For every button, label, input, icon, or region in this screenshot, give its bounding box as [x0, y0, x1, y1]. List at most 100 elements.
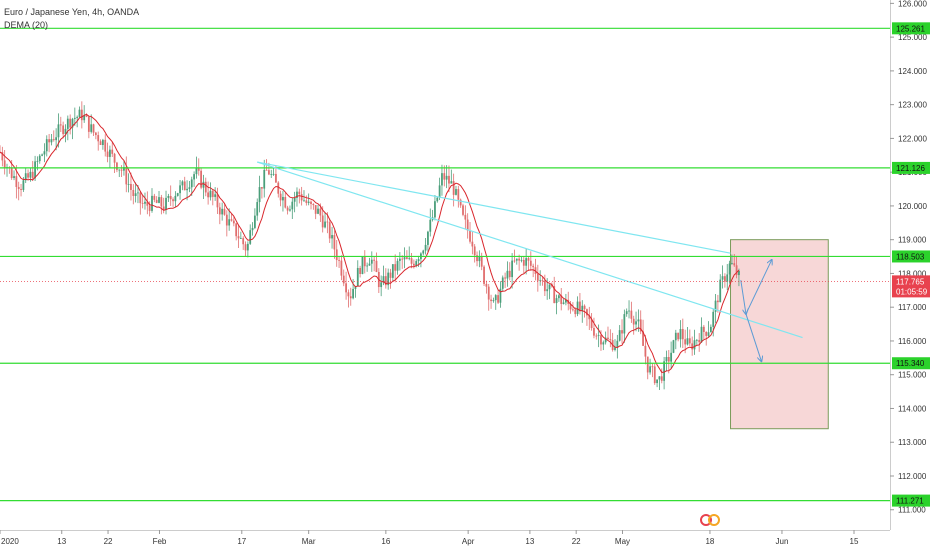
candle [13, 170, 15, 181]
candle-body [469, 230, 471, 242]
candle-body [441, 173, 443, 186]
candle-body [543, 280, 546, 292]
candle-body [724, 276, 726, 282]
trend-line [257, 161, 731, 254]
candle-body [118, 169, 121, 171]
candle-body [275, 173, 277, 183]
level-tag [892, 250, 930, 263]
price-tick-label: 113.000 [898, 438, 927, 447]
candle-body [312, 203, 315, 206]
candle-body [244, 244, 247, 251]
candle-body [492, 300, 495, 302]
candle-body [735, 265, 738, 276]
candle-body [618, 330, 621, 341]
indicator-label[interactable]: DEMA (20) [4, 20, 49, 30]
candle [686, 326, 689, 346]
candle-body [87, 116, 90, 132]
candle-body [277, 182, 280, 194]
candle-body [130, 183, 132, 190]
time-axis[interactable]: 2020 13 22 Feb 17 Mar 16 Apr 13 22 May 18 Jun 15 [0, 530, 932, 550]
candle-body [480, 256, 483, 267]
candle-body [221, 208, 224, 215]
candle-body [670, 352, 673, 362]
candle-body [300, 194, 303, 201]
candle-body [656, 379, 658, 384]
candle-body [284, 196, 287, 208]
level-tag [892, 494, 930, 507]
candle [370, 251, 373, 272]
candle-body [242, 238, 245, 245]
candle [31, 160, 34, 182]
candle [90, 114, 93, 134]
candle-body [679, 329, 682, 340]
candle-body [45, 139, 48, 152]
candle [663, 356, 666, 390]
candle [522, 256, 525, 274]
candle-body [183, 181, 186, 191]
candle-body [518, 258, 521, 261]
candle-body [13, 176, 15, 179]
price-axis[interactable]: 126.000125.000124.000123.000122.000121.0… [890, 0, 932, 550]
projection-arrow [740, 280, 746, 314]
candle [333, 230, 336, 259]
candle-body [228, 219, 231, 226]
candle [118, 169, 121, 178]
candle [1, 146, 4, 167]
candle [735, 255, 738, 279]
candle-body [279, 193, 282, 201]
candle [328, 218, 331, 243]
candle-body [436, 197, 439, 202]
candle [50, 133, 53, 146]
candle [702, 324, 705, 340]
candle [113, 152, 116, 174]
candle [438, 177, 441, 201]
candle-body [417, 259, 420, 262]
candle-body [557, 295, 560, 299]
candle-body [450, 181, 453, 184]
candle-body [69, 118, 72, 128]
candle-body [553, 286, 556, 304]
candle [125, 156, 128, 193]
candle-body [22, 180, 25, 190]
candle-body [698, 339, 701, 343]
time-tick-label: 16 [381, 537, 390, 546]
price-tick-label: 126.000 [898, 0, 927, 8]
candle [78, 106, 81, 118]
candle-body [186, 188, 188, 191]
candle [670, 341, 673, 369]
candle-body [707, 332, 710, 336]
level-tag-label: 118.503 [896, 252, 925, 261]
candle [167, 193, 170, 202]
candle-body [232, 220, 235, 224]
candle [228, 208, 231, 231]
candle-body [651, 366, 654, 368]
candle [721, 265, 724, 289]
candle-body [310, 201, 312, 204]
candle [211, 189, 214, 206]
price-tick-label: 115.000 [898, 371, 927, 380]
candle [656, 379, 658, 388]
candle [466, 213, 469, 239]
candle-body [106, 151, 109, 157]
candle-body [127, 183, 130, 185]
candle [347, 289, 350, 308]
chart-legend: Euro / Japanese Yen, 4h, OANDA DEMA (20) [4, 6, 139, 32]
candle [223, 204, 226, 216]
candle [279, 190, 282, 207]
candle [614, 339, 616, 352]
candle-body [738, 270, 740, 276]
candle [429, 208, 432, 237]
candle [27, 169, 29, 180]
candle-body [607, 337, 609, 340]
candle-body [132, 189, 135, 197]
candle [305, 195, 308, 206]
symbol-title[interactable]: Euro / Japanese Yen, 4h, OANDA [4, 7, 140, 17]
candle-body [333, 235, 336, 250]
candle [186, 180, 188, 201]
candle-body [246, 243, 249, 251]
candle [508, 262, 511, 281]
time-tick-label: 18 [705, 537, 714, 546]
time-tick-label: Apr [462, 537, 475, 546]
dema-line [0, 113, 740, 373]
